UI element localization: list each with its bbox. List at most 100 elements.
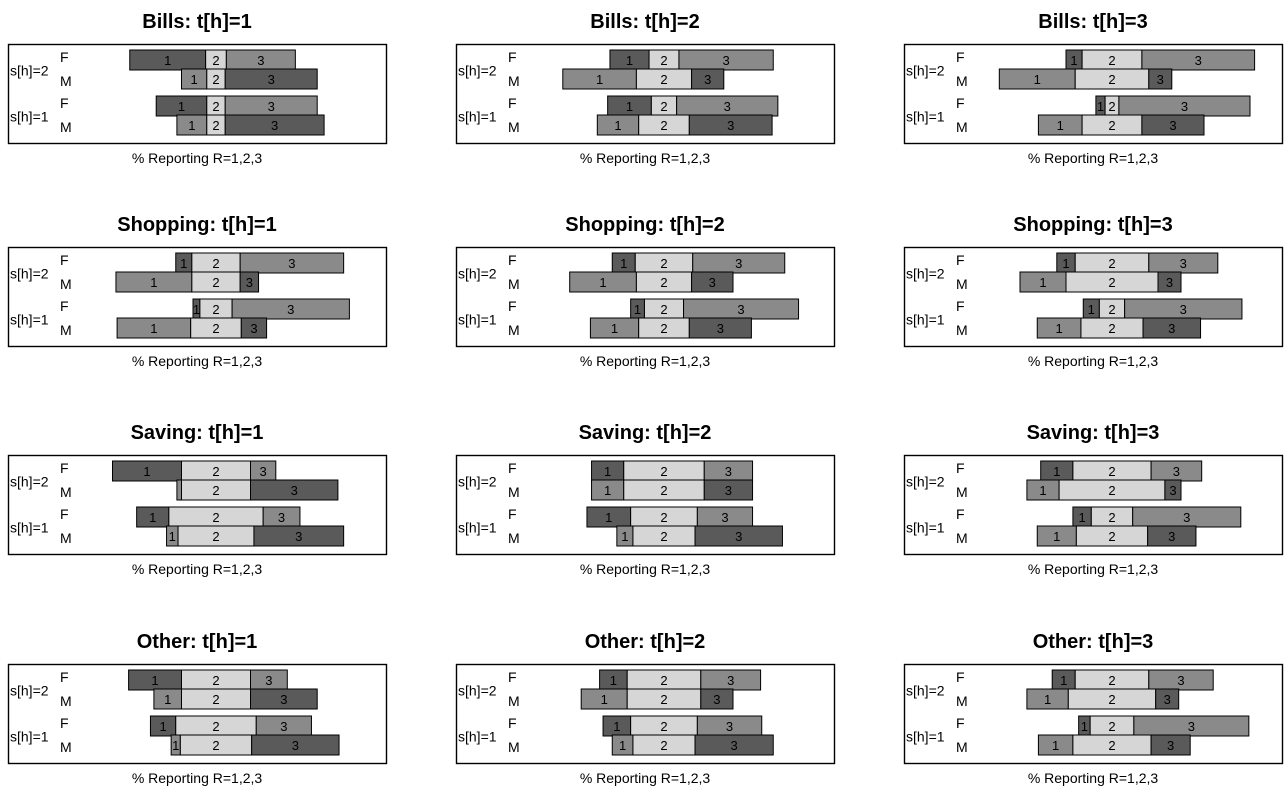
bar-s1-m-seg3 <box>224 114 325 136</box>
segment-label: 2 <box>212 738 219 753</box>
segment-label: 3 <box>713 692 720 707</box>
segment-label: 2 <box>660 118 667 133</box>
segment-label: 1 <box>178 99 185 114</box>
sex-label-m: M <box>508 276 520 292</box>
segment-label: 1 <box>193 302 200 317</box>
segment-label: 2 <box>660 529 667 544</box>
segment-label: 3 <box>246 275 253 290</box>
segment-label: 3 <box>727 673 734 688</box>
segment-label: 1 <box>149 510 156 525</box>
sex-label-f: F <box>956 298 965 314</box>
segment-label: 1 <box>150 321 157 336</box>
segment-label: 3 <box>725 464 732 479</box>
segment-label: 2 <box>212 72 219 87</box>
bar-s2-m-seg3 <box>691 68 725 90</box>
segment-label: 3 <box>1188 719 1195 734</box>
sex-label-m: M <box>956 530 968 546</box>
segment-label: 1 <box>604 464 611 479</box>
group-label: s[h]=1 <box>906 312 945 328</box>
group-label: s[h]=2 <box>458 266 497 282</box>
group-label: s[h]=1 <box>906 729 945 745</box>
sex-label-f: F <box>60 95 69 111</box>
bar-s2-m-seg3 <box>1155 688 1180 710</box>
segment-label: 3 <box>1168 529 1175 544</box>
x-axis-label: % Reporting R=1,2,3 <box>132 353 263 369</box>
sex-label-m: M <box>60 693 72 709</box>
group-label: s[h]=2 <box>10 474 49 490</box>
bar-s1-m-seg3 <box>1147 525 1197 547</box>
group-label: s[h]=2 <box>458 474 497 490</box>
segment-label: 1 <box>164 53 171 68</box>
segment-label: 3 <box>278 510 285 525</box>
segment-label: 2 <box>1108 483 1115 498</box>
segment-label: 2 <box>660 464 667 479</box>
segment-label: 3 <box>271 118 278 133</box>
segment-label: 3 <box>257 53 264 68</box>
segment-label: 1 <box>1053 529 1060 544</box>
segment-label: 1 <box>1055 321 1062 336</box>
group-label: s[h]=1 <box>906 520 945 536</box>
x-axis-label: % Reporting R=1,2,3 <box>132 561 263 577</box>
segment-label: 1 <box>191 72 198 87</box>
x-axis-label: % Reporting R=1,2,3 <box>1028 770 1159 786</box>
segment-label: 3 <box>1166 275 1173 290</box>
sex-label-m: M <box>956 484 968 500</box>
sex-label-m: M <box>956 119 968 135</box>
panel-title: Saving: t[h]=2 <box>579 422 712 444</box>
panel-frame <box>455 454 836 556</box>
bar-s2-f-seg3 <box>692 252 786 274</box>
segment-label: 3 <box>1180 256 1187 271</box>
segment-label: 3 <box>725 483 732 498</box>
segment-label: 3 <box>292 738 299 753</box>
segment-label: 1 <box>1053 464 1060 479</box>
sex-label-m: M <box>60 484 72 500</box>
sex-label-m: M <box>956 322 968 338</box>
segment-label: 2 <box>660 719 667 734</box>
panel-title: Bills: t[h]=1 <box>142 11 251 33</box>
x-axis-label: % Reporting R=1,2,3 <box>1028 150 1159 166</box>
segment-label: 1 <box>1057 118 1064 133</box>
sex-label-m: M <box>60 530 72 546</box>
group-label: s[h]=1 <box>10 729 49 745</box>
sex-label-f: F <box>508 715 517 731</box>
bar-s2-f-seg3 <box>239 252 345 274</box>
bar-s1-m-seg3 <box>688 317 752 339</box>
bar-s1-m-seg3 <box>253 525 345 547</box>
segment-label: 3 <box>727 118 734 133</box>
panel-frame <box>7 43 388 145</box>
segment-label: 2 <box>212 99 219 114</box>
segment-label: 1 <box>159 719 166 734</box>
x-axis-label: % Reporting R=1,2,3 <box>580 150 711 166</box>
panel-title: Other: t[h]=1 <box>137 631 258 653</box>
sex-label-f: F <box>60 298 69 314</box>
segment-label: 2 <box>660 53 667 68</box>
panel-title: Shopping: t[h]=1 <box>117 214 276 236</box>
segment-label: 2 <box>212 118 219 133</box>
sex-label-m: M <box>956 276 968 292</box>
group-label: s[h]=2 <box>458 63 497 79</box>
bar-s2-f-seg3 <box>1148 252 1219 274</box>
panel-title: Bills: t[h]=2 <box>590 11 699 33</box>
bar-s2-m-seg3 <box>1164 479 1182 501</box>
bar-s2-m-seg3 <box>224 68 318 90</box>
group-label: s[h]=1 <box>458 109 497 125</box>
segment-label: 3 <box>722 53 729 68</box>
segment-label: 1 <box>143 464 150 479</box>
segment-label: 2 <box>212 483 219 498</box>
group-label: s[h]=2 <box>906 683 945 699</box>
sex-label-m: M <box>508 530 520 546</box>
x-axis-label: % Reporting R=1,2,3 <box>580 561 711 577</box>
segment-label: 2 <box>660 692 667 707</box>
segment-label: 1 <box>1034 72 1041 87</box>
segment-label: 2 <box>660 673 667 688</box>
segment-label: 2 <box>1108 302 1115 317</box>
x-axis-label: % Reporting R=1,2,3 <box>580 770 711 786</box>
segment-label: 3 <box>280 719 287 734</box>
segment-label: 1 <box>621 529 628 544</box>
segment-label: 2 <box>212 529 219 544</box>
segment-label: 1 <box>605 510 612 525</box>
